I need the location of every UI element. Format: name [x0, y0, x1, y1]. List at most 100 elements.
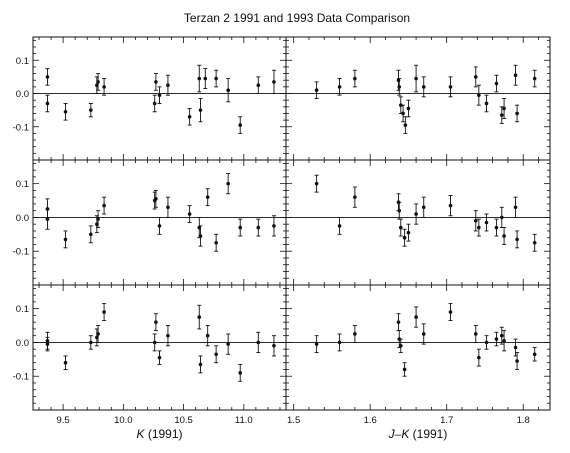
data-point — [398, 344, 403, 348]
data-point — [314, 342, 319, 346]
data-point — [63, 237, 68, 242]
x-axis-label-1: J–K (1991) — [388, 427, 448, 441]
panel-frame-r2c0 — [32, 284, 287, 411]
data-point — [256, 83, 261, 88]
x-axis-variable: K — [136, 427, 145, 441]
data-point — [45, 342, 50, 346]
data-point — [187, 212, 192, 216]
data-point — [499, 333, 504, 338]
x-axis-label-0: K (1991) — [136, 427, 182, 441]
data-point — [502, 106, 506, 111]
data-point — [157, 93, 162, 97]
y-tick-label: -0.1 — [13, 372, 29, 383]
x-axis-epoch: (1991) — [144, 427, 182, 441]
data-point — [152, 101, 157, 106]
data-point — [157, 355, 162, 360]
data-point — [406, 230, 411, 235]
data-point — [448, 203, 453, 208]
x-tick-label: 9.5 — [57, 415, 70, 426]
data-point — [477, 93, 481, 97]
panel-frame-r1c1 — [285, 159, 551, 286]
x-tick-label: 1.5 — [287, 415, 300, 426]
data-point — [513, 205, 518, 210]
data-point — [448, 310, 453, 314]
x-tick-label: 10.0 — [114, 415, 133, 426]
data-point — [398, 225, 403, 230]
data-point — [166, 83, 170, 88]
data-point — [421, 85, 426, 89]
data-point — [45, 101, 50, 106]
data-point — [102, 310, 106, 314]
data-point — [96, 80, 100, 84]
panel-grid: -0.1 0.0 0.1 -0.1 0.0 0.1 -0.1 0.0 0.1 9.5 10.0 10.… — [13, 36, 551, 441]
data-point — [226, 88, 230, 92]
data-point — [337, 85, 342, 89]
data-point — [226, 342, 230, 346]
x-tick-label: 10.5 — [174, 415, 193, 426]
data-point — [414, 76, 418, 81]
panel-frame-r2c1 — [285, 284, 551, 411]
data-point — [477, 225, 481, 230]
data-point — [203, 76, 208, 81]
data-point — [256, 340, 261, 345]
data-point — [63, 109, 68, 114]
data-point — [414, 315, 418, 319]
data-point — [63, 360, 68, 365]
data-point — [397, 208, 402, 213]
data-point — [214, 76, 218, 81]
data-point — [197, 76, 202, 81]
data-point — [406, 106, 411, 111]
data-point — [494, 225, 499, 230]
data-point — [197, 315, 202, 319]
data-point — [166, 333, 170, 338]
data-point — [337, 340, 342, 345]
data-point — [421, 332, 426, 336]
data-point — [473, 332, 478, 336]
data-point — [532, 352, 537, 357]
data-point — [484, 220, 489, 225]
data-point — [448, 85, 453, 89]
data-point — [102, 203, 106, 208]
data-point — [314, 181, 319, 186]
data-point — [397, 85, 402, 89]
data-point — [198, 362, 203, 367]
data-point — [96, 217, 100, 221]
data-point — [205, 195, 210, 199]
data-point — [187, 114, 192, 119]
data-point — [494, 81, 499, 86]
data-point — [353, 76, 357, 81]
data-point — [272, 224, 276, 228]
data-point — [102, 85, 106, 89]
data-point — [532, 76, 537, 81]
data-point — [353, 195, 357, 199]
data-point — [198, 108, 203, 112]
data-point — [45, 75, 50, 79]
data-point — [314, 88, 319, 92]
data-point — [198, 234, 203, 238]
data-point — [89, 340, 93, 345]
y-tick-label: 0.0 — [16, 338, 29, 349]
data-point — [337, 224, 342, 228]
data-point — [414, 212, 418, 216]
data-point — [502, 234, 506, 238]
data-point — [499, 215, 504, 220]
data-point — [226, 181, 230, 186]
data-point — [154, 80, 158, 84]
data-point — [403, 123, 408, 127]
data-point — [513, 73, 518, 78]
data-point — [89, 232, 93, 237]
data-point — [499, 113, 504, 117]
y-tick-label: -0.1 — [13, 122, 29, 133]
data-point — [396, 320, 401, 324]
data-point — [402, 367, 407, 372]
data-point — [494, 337, 499, 341]
data-point — [272, 344, 276, 348]
data-point — [515, 111, 519, 116]
data-point — [96, 332, 100, 336]
data-point — [89, 108, 93, 112]
data-point — [166, 205, 170, 210]
y-tick-label: 0.1 — [16, 56, 29, 67]
x-axis-variable: J–K — [388, 427, 411, 441]
data-point — [154, 197, 158, 201]
